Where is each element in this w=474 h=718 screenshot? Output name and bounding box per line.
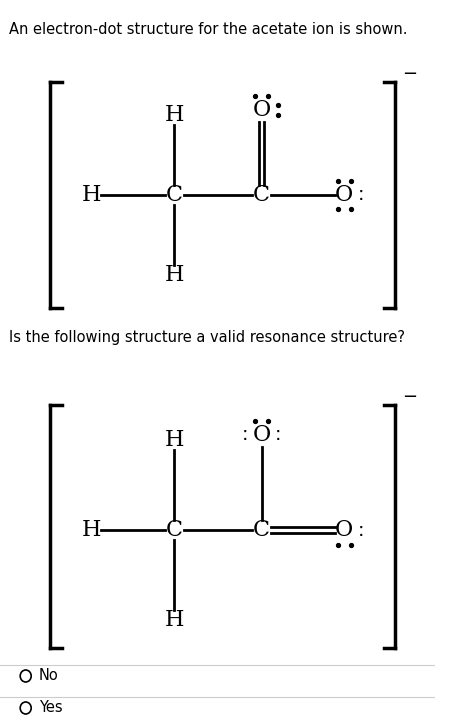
Text: Yes: Yes: [38, 701, 62, 716]
Text: :: :: [357, 185, 364, 205]
Text: O: O: [253, 99, 271, 121]
Text: O: O: [335, 184, 353, 206]
Text: Is the following structure a valid resonance structure?: Is the following structure a valid reson…: [9, 330, 405, 345]
Text: H: H: [164, 264, 184, 286]
Text: C: C: [166, 184, 183, 206]
Text: :: :: [275, 426, 282, 444]
Text: O: O: [253, 424, 271, 446]
Text: H: H: [164, 104, 184, 126]
Text: −: −: [402, 388, 417, 406]
Text: C: C: [253, 519, 270, 541]
Text: H: H: [82, 184, 101, 206]
Text: −: −: [402, 65, 417, 83]
Text: C: C: [253, 184, 270, 206]
Text: No: No: [38, 668, 58, 684]
Text: H: H: [164, 429, 184, 451]
Text: O: O: [335, 519, 353, 541]
Text: C: C: [166, 519, 183, 541]
Text: H: H: [82, 519, 101, 541]
Text: :: :: [242, 426, 248, 444]
Text: H: H: [164, 609, 184, 631]
Text: An electron-dot structure for the acetate ion is shown.: An electron-dot structure for the acetat…: [9, 22, 408, 37]
Text: :: :: [357, 521, 364, 539]
